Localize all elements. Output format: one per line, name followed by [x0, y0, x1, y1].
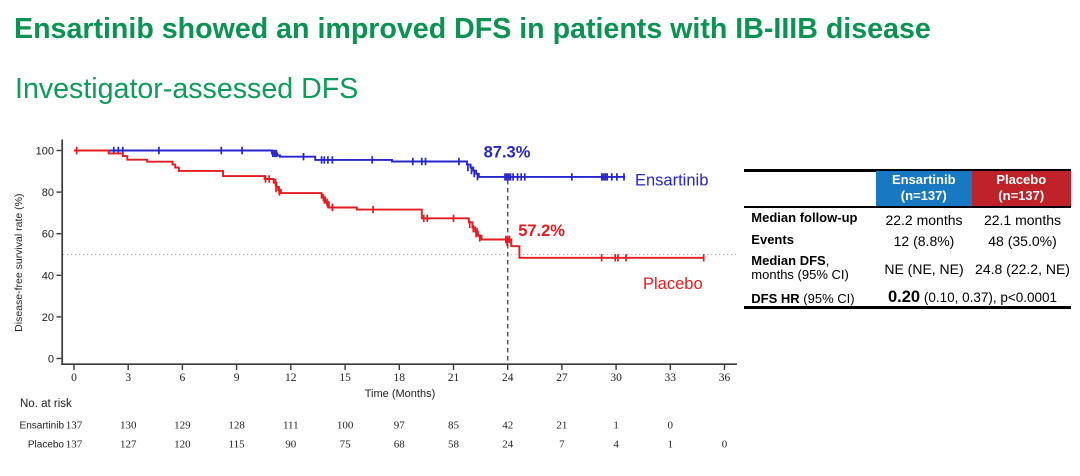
svg-text:Disease-free survival rate (%): Disease-free survival rate (%): [13, 194, 25, 332]
svg-text:68: 68: [394, 439, 406, 451]
svg-text:0: 0: [71, 372, 77, 384]
svg-text:130: 130: [120, 420, 137, 432]
svg-text:127: 127: [120, 439, 137, 451]
svg-text:33: 33: [665, 372, 677, 384]
svg-text:97: 97: [394, 420, 406, 432]
svg-text:58: 58: [448, 439, 460, 451]
svg-text:75: 75: [340, 439, 352, 451]
svg-text:9: 9: [234, 372, 240, 384]
svg-text:30: 30: [610, 372, 622, 384]
svg-text:21: 21: [448, 372, 460, 384]
svg-text:0: 0: [48, 354, 54, 366]
svg-text:0: 0: [722, 439, 728, 451]
svg-text:24: 24: [502, 372, 514, 384]
svg-text:115: 115: [229, 439, 246, 451]
svg-text:18: 18: [394, 372, 406, 384]
svg-text:80: 80: [42, 187, 54, 199]
svg-text:0: 0: [668, 420, 674, 432]
svg-text:57.2%: 57.2%: [518, 222, 565, 240]
svg-text:1: 1: [668, 439, 674, 451]
svg-text:129: 129: [174, 420, 191, 432]
svg-text:60: 60: [42, 229, 54, 241]
svg-text:15: 15: [339, 372, 351, 384]
svg-text:3: 3: [125, 372, 131, 384]
svg-text:137: 137: [66, 439, 83, 451]
svg-text:90: 90: [285, 439, 297, 451]
svg-text:1: 1: [613, 420, 619, 432]
svg-text:40: 40: [42, 270, 54, 282]
svg-text:20: 20: [42, 312, 54, 324]
svg-text:No. at risk: No. at risk: [20, 398, 72, 410]
svg-text:128: 128: [228, 420, 245, 432]
svg-text:Time (Months): Time (Months): [365, 388, 436, 400]
svg-text:87.3%: 87.3%: [484, 144, 531, 162]
svg-text:137: 137: [66, 420, 83, 432]
svg-text:Ensartinib: Ensartinib: [635, 172, 708, 190]
svg-text:85: 85: [448, 420, 460, 432]
svg-text:36: 36: [719, 372, 731, 384]
svg-text:7: 7: [559, 439, 565, 451]
svg-text:6: 6: [180, 372, 186, 384]
svg-text:24: 24: [502, 439, 514, 451]
svg-text:111: 111: [283, 420, 299, 432]
svg-text:Placebo: Placebo: [643, 275, 703, 293]
svg-text:Placebo: Placebo: [28, 440, 65, 451]
svg-text:27: 27: [556, 372, 568, 384]
svg-text:12: 12: [285, 372, 297, 384]
svg-text:100: 100: [337, 420, 354, 432]
svg-text:21: 21: [556, 420, 567, 432]
svg-text:100: 100: [36, 146, 54, 158]
svg-text:42: 42: [502, 420, 513, 432]
svg-text:4: 4: [613, 439, 619, 451]
svg-text:Ensartinib: Ensartinib: [20, 421, 65, 432]
svg-text:120: 120: [174, 439, 191, 451]
